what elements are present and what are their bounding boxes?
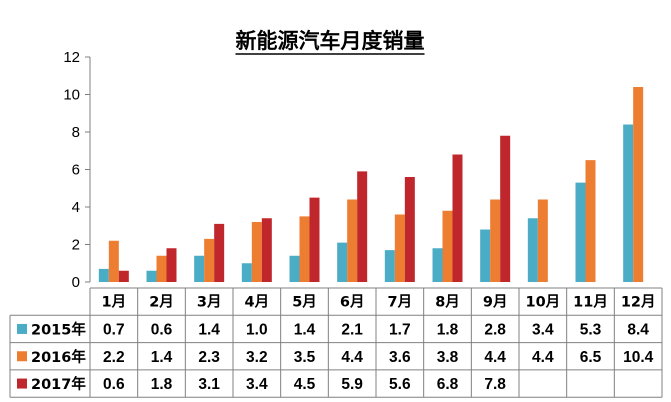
bar-2016年-7月 [394, 214, 405, 282]
y-tick-label: 6 [72, 162, 80, 179]
y-tick-label: 4 [72, 199, 80, 216]
bar-2015年-12月 [623, 124, 634, 282]
table-value: 6.5 [580, 349, 602, 366]
bar-2015年-1月 [98, 268, 109, 283]
bar-2016年-4月 [251, 222, 262, 282]
table-value: 3.4 [246, 376, 268, 393]
bar-2017年-2月 [166, 248, 177, 282]
table-value: 1.7 [389, 321, 411, 338]
table-value: 5.3 [580, 321, 602, 338]
table-value: 3.1 [198, 376, 220, 393]
table-header-month: 5月 [292, 294, 317, 311]
table-value: 4.4 [484, 349, 506, 366]
table-value: 1.4 [198, 321, 220, 338]
table-header-month: 1月 [102, 294, 127, 311]
table-header-month: 12月 [621, 294, 656, 311]
series-name: 2015年 [31, 320, 86, 338]
table-header-month: 9月 [483, 294, 508, 311]
y-tick-label: 0 [72, 274, 80, 291]
bar-2017年-9月 [500, 135, 511, 282]
bar-2017年-8月 [452, 154, 463, 282]
legend-swatch-2017年 [17, 378, 27, 389]
bar-2015年-7月 [384, 250, 395, 283]
table-value: 8.4 [627, 321, 649, 338]
data-table: 1月 2月 3月 4月 5月 6月 7月 8月 9月 10月 11月 12月 2015年 0.7 0.6 1.… [9, 287, 663, 398]
bar-2017年-5月 [309, 197, 320, 283]
bar-2016年-1月 [108, 240, 119, 282]
y-tick-label: 8 [72, 124, 80, 141]
table-header-month: 6月 [340, 294, 365, 311]
bar-2015年-9月 [480, 229, 491, 282]
table-value: 3.4 [532, 321, 554, 338]
bar-2016年-5月 [299, 216, 310, 283]
bars [98, 87, 644, 283]
bar-2016年-2月 [156, 255, 167, 282]
table-value: 2.8 [484, 321, 506, 338]
table-value: 4.4 [341, 349, 363, 366]
bar-2015年-6月 [337, 242, 348, 283]
table-value: 5.9 [341, 376, 363, 393]
table-value: 10.4 [623, 349, 654, 366]
bar-2015年-11月 [575, 182, 586, 283]
table-value: 3.2 [246, 349, 268, 366]
table-value: 2.1 [341, 321, 363, 338]
bar-2015年-2月 [146, 270, 157, 282]
table-header-month: 11月 [573, 294, 608, 311]
bar-2015年-4月 [241, 263, 252, 282]
bar-2017年-4月 [261, 218, 272, 282]
table-value: 3.6 [389, 349, 411, 366]
legend-swatch-2015年 [17, 323, 27, 334]
table-value: 1.8 [437, 321, 459, 338]
bar-2015年-10月 [527, 218, 538, 282]
table-value: 4.4 [532, 349, 554, 366]
bar-2016年-6月 [347, 199, 358, 282]
table-value: 3.8 [437, 349, 459, 366]
table-value: 5.6 [389, 376, 411, 393]
table-value: 6.8 [437, 376, 459, 393]
bar-2016年-3月 [204, 238, 215, 283]
table-header-month: 7月 [388, 294, 413, 311]
table-value: 0.6 [151, 321, 173, 338]
bar-2015年-5月 [289, 255, 300, 282]
bar-2017年-3月 [214, 223, 225, 283]
table-value: 1.0 [246, 321, 268, 338]
bar-2015年-8月 [432, 248, 443, 282]
y-tick-label: 10 [63, 87, 80, 104]
table-value: 7.8 [484, 376, 506, 393]
table-value: 0.6 [103, 376, 125, 393]
table-header-month: 10月 [525, 294, 560, 311]
bar-2015年-3月 [194, 255, 205, 282]
y-tick-label: 2 [72, 237, 80, 254]
table-value: 1.8 [151, 376, 173, 393]
y-tick-label: 12 [63, 49, 80, 66]
bar-2016年-9月 [490, 199, 501, 282]
bar-2016年-8月 [442, 210, 453, 282]
bar-2017年-6月 [357, 171, 368, 283]
series-name: 2017年 [31, 375, 86, 393]
table-header-month: 4月 [245, 294, 270, 311]
bar-2017年-1月 [118, 270, 129, 282]
table-header-month: 2月 [149, 294, 174, 311]
bar-2017年-7月 [404, 177, 415, 282]
table-value: 2.2 [103, 349, 125, 366]
legend-swatch-2016年 [17, 351, 27, 362]
table-value: 4.5 [294, 376, 316, 393]
table-value: 3.5 [294, 349, 316, 366]
y-axis: 0 2 4 6 8 10 12 [63, 49, 91, 291]
table-header-month: 3月 [197, 294, 222, 311]
bar-2016年-11月 [585, 160, 596, 283]
bar-2016年-10月 [537, 199, 548, 282]
table-value: 1.4 [294, 321, 316, 338]
table-header-month: 8月 [435, 294, 460, 311]
table-value: 0.7 [103, 321, 125, 338]
series-name: 2016年 [31, 348, 86, 366]
table-value: 1.4 [151, 349, 173, 366]
chart-title: 新能源汽车月度销量 [236, 29, 425, 53]
bar-2016年-12月 [633, 87, 644, 282]
table-value: 2.3 [198, 349, 220, 366]
